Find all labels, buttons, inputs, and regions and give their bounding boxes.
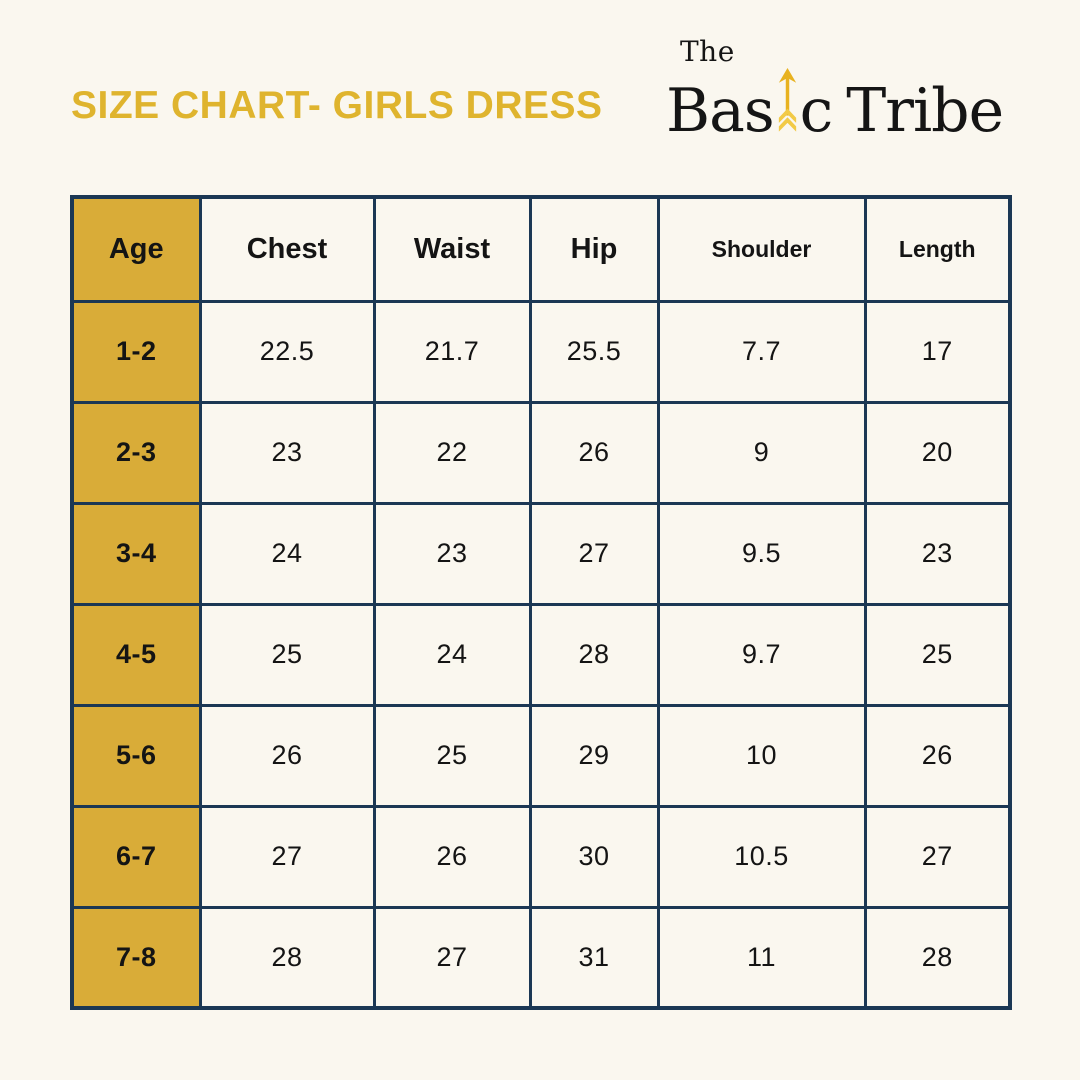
header-cell-shoulder: Shoulder — [656, 195, 867, 303]
value-cell: 23 — [198, 400, 376, 505]
table-row: 7-8 28 27 31 11 28 — [70, 905, 1012, 1010]
value-cell: 9 — [656, 400, 867, 505]
logo-word-basic-left: Bas — [666, 76, 775, 146]
table-row: 1-2 22.5 21.7 25.5 7.7 17 — [70, 299, 1012, 404]
value-cell: 22.5 — [198, 299, 376, 404]
table-row: 3-4 24 23 27 9.5 23 — [70, 501, 1012, 606]
value-cell: 28 — [198, 905, 376, 1010]
value-cell: 25 — [198, 602, 376, 707]
logo-word-the: The — [680, 35, 735, 68]
value-cell: 9.5 — [656, 501, 867, 606]
table-header-row: Age Chest Waist Hip Shoulder Length — [70, 195, 1012, 303]
value-cell: 21.7 — [372, 299, 532, 404]
brand-logo: The Bas c Tribe — [666, 35, 1016, 142]
value-cell: 30 — [528, 804, 660, 909]
value-cell: 28 — [863, 905, 1012, 1010]
value-cell: 10 — [656, 703, 867, 808]
age-cell: 3-4 — [70, 501, 202, 606]
value-cell: 27 — [528, 501, 660, 606]
value-cell: 27 — [863, 804, 1012, 909]
value-cell: 11 — [656, 905, 867, 1010]
value-cell: 10.5 — [656, 804, 867, 909]
value-cell: 17 — [863, 299, 1012, 404]
value-cell: 27 — [372, 905, 532, 1010]
page-title: SIZE CHART- GIRLS DRESS — [71, 84, 603, 127]
table-row: 4-5 25 24 28 9.7 25 — [70, 602, 1012, 707]
value-cell: 25 — [372, 703, 532, 808]
table-body: 1-2 22.5 21.7 25.5 7.7 17 2-3 23 22 26 9 20 3-4 24 23 2… — [70, 299, 1012, 1010]
value-cell: 24 — [198, 501, 376, 606]
header-cell-length: Length — [863, 195, 1012, 303]
value-cell: 31 — [528, 905, 660, 1010]
header-cell-waist: Waist — [372, 195, 532, 303]
value-cell: 9.7 — [656, 602, 867, 707]
value-cell: 26 — [528, 400, 660, 505]
value-cell: 23 — [372, 501, 532, 606]
logo-word-basic-right: c — [799, 76, 834, 146]
value-cell: 26 — [863, 703, 1012, 808]
age-cell: 5-6 — [70, 703, 202, 808]
arrow-icon — [778, 68, 796, 132]
table-row: 6-7 27 26 30 10.5 27 — [70, 804, 1012, 909]
value-cell: 22 — [372, 400, 532, 505]
value-cell: 24 — [372, 602, 532, 707]
value-cell: 26 — [372, 804, 532, 909]
table-row: 2-3 23 22 26 9 20 — [70, 400, 1012, 505]
table-row: 5-6 26 25 29 10 26 — [70, 703, 1012, 808]
age-cell: 4-5 — [70, 602, 202, 707]
value-cell: 26 — [198, 703, 376, 808]
header-cell-chest: Chest — [198, 195, 376, 303]
value-cell: 20 — [863, 400, 1012, 505]
logo-wordmark: Bas c Tribe — [666, 68, 1016, 141]
value-cell: 28 — [528, 602, 660, 707]
size-chart-table: Age Chest Waist Hip Shoulder Length 1-2 22.5 21… — [70, 195, 1012, 1010]
logo-word-tribe: Tribe — [846, 76, 1004, 146]
value-cell: 27 — [198, 804, 376, 909]
age-cell: 2-3 — [70, 400, 202, 505]
value-cell: 7.7 — [656, 299, 867, 404]
value-cell: 25.5 — [528, 299, 660, 404]
header-cell-hip: Hip — [528, 195, 660, 303]
age-cell: 6-7 — [70, 804, 202, 909]
age-cell: 1-2 — [70, 299, 202, 404]
value-cell: 25 — [863, 602, 1012, 707]
age-cell: 7-8 — [70, 905, 202, 1010]
value-cell: 23 — [863, 501, 1012, 606]
value-cell: 29 — [528, 703, 660, 808]
header-cell-age: Age — [70, 195, 202, 303]
